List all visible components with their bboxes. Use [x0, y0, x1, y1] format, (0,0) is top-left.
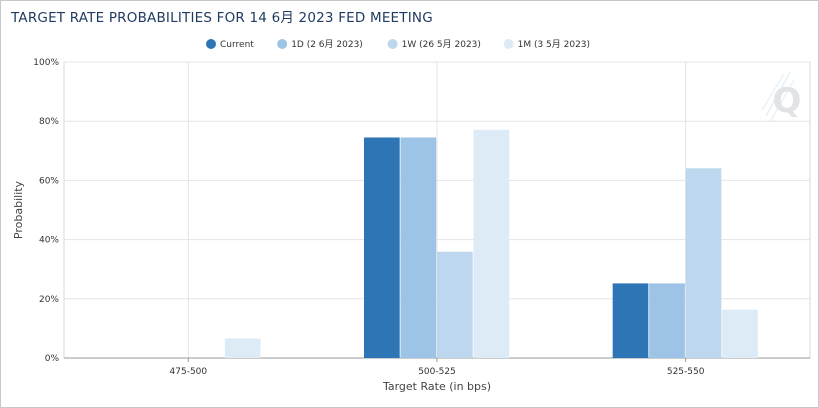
chart-title: TARGET RATE PROBABILITIES FOR 14 6月 2023… — [11, 10, 433, 26]
legend-label: 1W (26 5月 2023) — [402, 39, 481, 50]
bar-1m — [722, 309, 758, 358]
legend-label: 1M (3 5月 2023) — [518, 39, 590, 50]
x-tick-label: 475-500 — [170, 367, 208, 377]
y-tick-label: 20% — [39, 295, 59, 305]
y-axis-ticks: 0% 20% 40% 60% 80% 100% — [33, 58, 59, 364]
legend-label: 1D (2 6月 2023) — [291, 39, 363, 50]
bar-current — [364, 137, 400, 358]
legend-label: Current — [220, 40, 254, 50]
watermark-letter: Q — [773, 81, 802, 121]
y-tick-label: 80% — [39, 117, 59, 127]
bar-group — [224, 129, 758, 358]
bar-1w — [437, 251, 473, 358]
y-tick-label: 100% — [33, 58, 59, 68]
x-tick-label: 500-525 — [418, 367, 456, 377]
legend: Current 1D (2 6月 2023) 1W (26 5月 2023) 1M (… — [206, 39, 590, 50]
legend-marker — [387, 39, 398, 49]
bar-current — [612, 283, 649, 358]
bar-1m — [224, 338, 261, 358]
y-tick-label: 60% — [39, 176, 59, 186]
y-tick-label: 0% — [45, 354, 60, 364]
y-axis-title: Probability — [12, 180, 25, 239]
x-axis-ticks: 475-500 500-525 525-550 — [170, 358, 705, 377]
y-tick-label: 40% — [39, 236, 59, 246]
legend-marker — [503, 39, 514, 49]
x-axis-title: Target Rate (in bps) — [382, 380, 491, 393]
bar-1d — [649, 283, 685, 358]
bar-1w — [685, 168, 722, 358]
bar-1m — [473, 129, 510, 358]
legend-marker — [206, 39, 216, 49]
bar-1d — [400, 137, 437, 358]
x-tick-label: 525-550 — [667, 367, 705, 377]
legend-marker — [277, 39, 288, 49]
watermark-logo: Q — [761, 71, 802, 123]
